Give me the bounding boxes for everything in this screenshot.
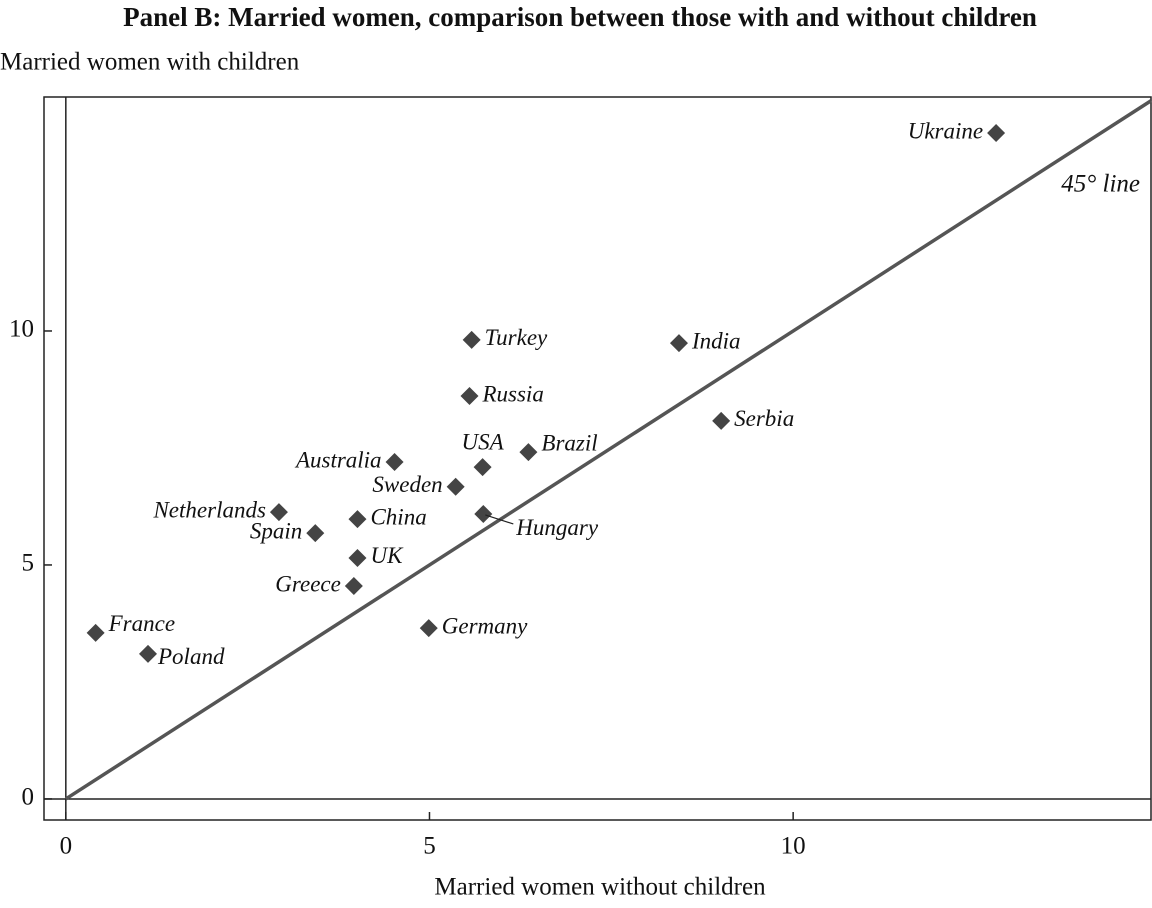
data-point: [712, 411, 731, 430]
point-label: Greece: [275, 571, 341, 596]
data-point: [462, 330, 481, 349]
y-tick-label: 0: [22, 784, 35, 811]
point-label: Turkey: [485, 325, 548, 350]
leader-line: [485, 514, 514, 525]
y-tick-label: 5: [22, 550, 35, 577]
data-point: [344, 577, 363, 596]
data-point: [306, 524, 325, 543]
x-tick-label: 0: [60, 833, 73, 860]
y-axis-label: Married women with children: [0, 49, 300, 76]
x-axis-label: Married women without children: [434, 874, 766, 901]
data-point: [460, 387, 479, 406]
chart-title: Panel B: Married women, comparison betwe…: [123, 2, 1037, 32]
point-label: Hungary: [515, 515, 599, 540]
data-point: [474, 504, 493, 523]
reference-line: [64, 99, 1152, 801]
reference-line-label: 45° line: [1061, 171, 1140, 198]
point-label: Spain: [250, 518, 302, 543]
data-point: [348, 548, 367, 567]
point-label: China: [370, 504, 426, 529]
plot-frame: [43, 96, 1152, 821]
data-point: [419, 619, 438, 638]
data-point: [473, 458, 492, 477]
point-label: USA: [461, 429, 504, 454]
point-label: Brazil: [541, 430, 597, 455]
point-label: Russia: [481, 381, 543, 406]
point-label: Serbia: [734, 406, 794, 431]
data-point: [139, 644, 158, 663]
data-point: [987, 124, 1006, 143]
data-point: [385, 453, 404, 472]
x-tick-label: 10: [781, 833, 806, 860]
data-point: [348, 510, 367, 529]
point-label: India: [691, 328, 741, 353]
y-tick-label: 10: [9, 316, 34, 343]
point-label: France: [108, 611, 175, 636]
data-point: [269, 503, 288, 522]
data-point: [519, 443, 538, 462]
point-label: Sweden: [372, 472, 442, 497]
data-point: [669, 334, 688, 353]
data-point: [446, 477, 465, 496]
data-point: [86, 623, 105, 642]
point-label: Ukraine: [908, 118, 983, 143]
x-tick-label: 5: [423, 833, 436, 860]
point-label: UK: [370, 543, 404, 568]
point-label: Netherlands: [152, 497, 265, 522]
point-label: Poland: [157, 644, 225, 669]
point-label: Australia: [294, 447, 382, 472]
point-label: Germany: [442, 613, 528, 638]
